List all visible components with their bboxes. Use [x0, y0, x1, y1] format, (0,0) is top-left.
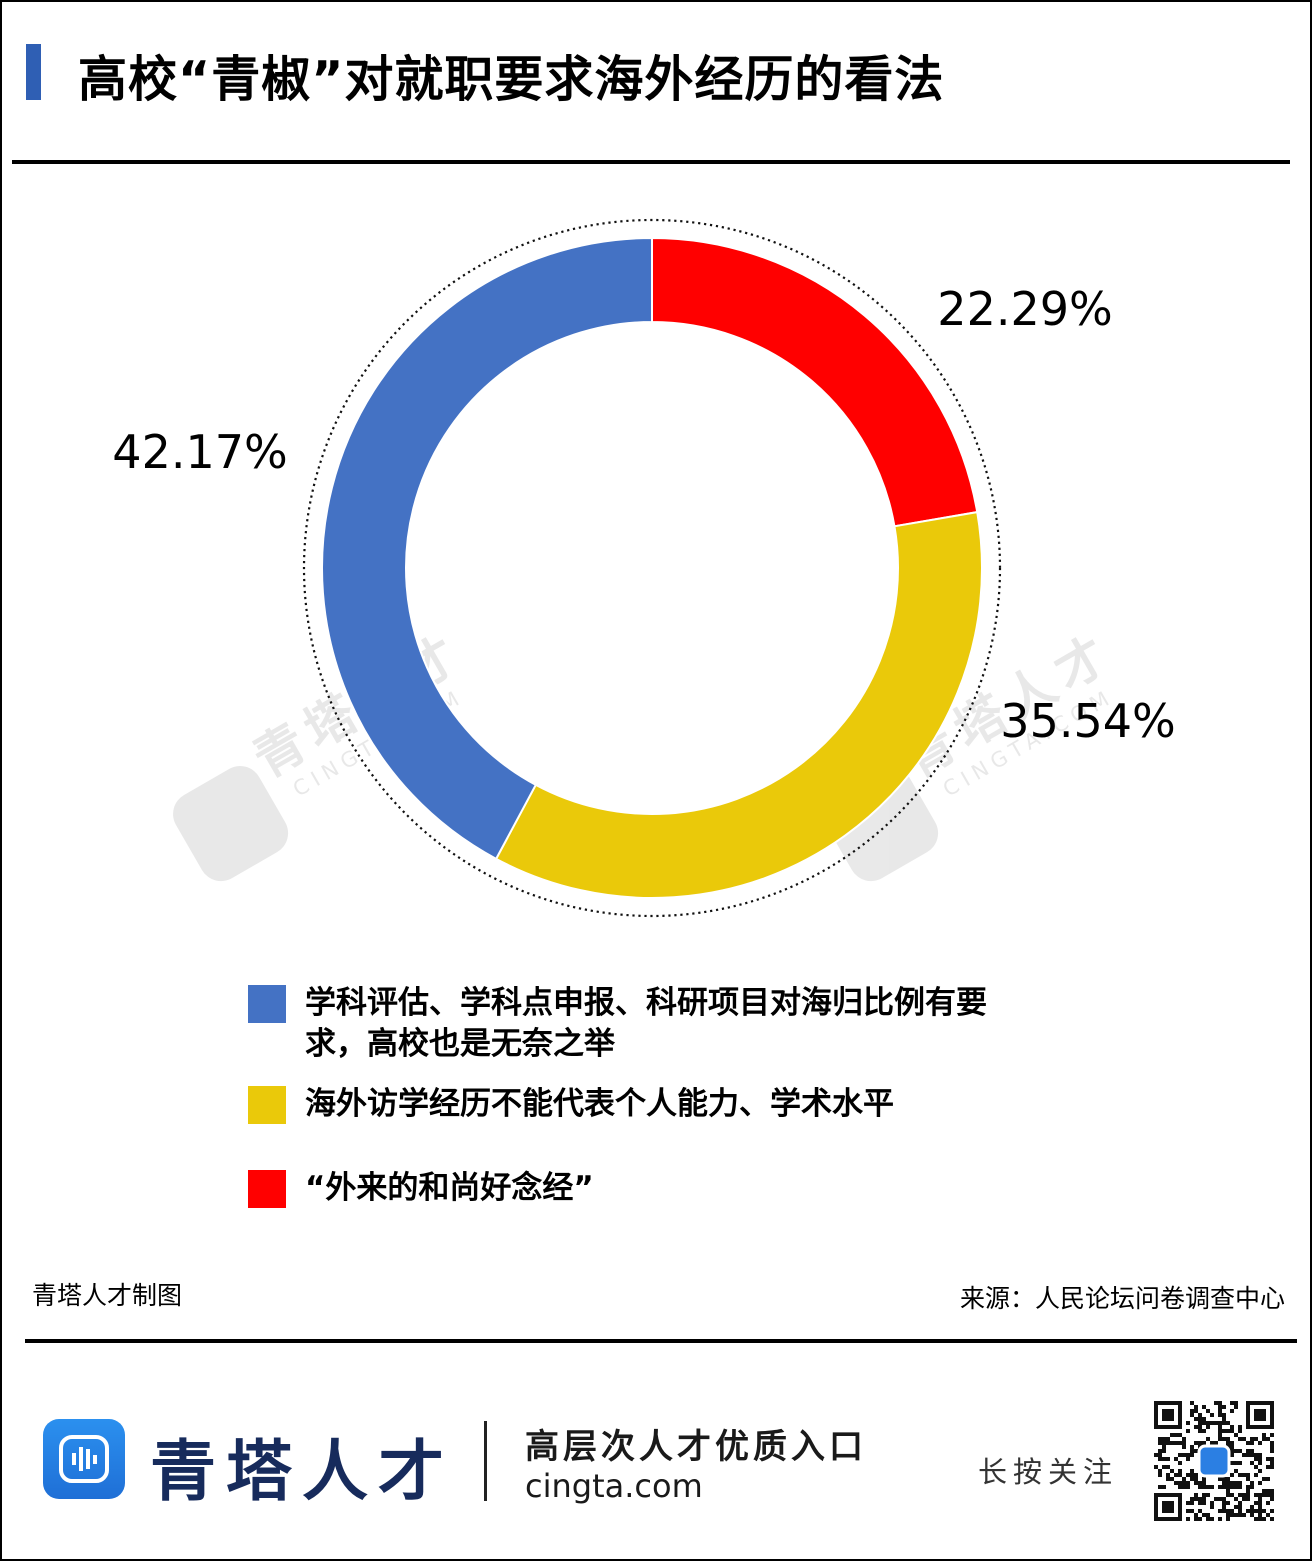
legend-label: “外来的和尚好念经” — [305, 1170, 594, 1206]
footer-slogan: 高层次人才优质入口 — [525, 1427, 867, 1467]
legend-label: 学科评估、学科点申报、科研项目对海归比例有要求，高校也是无奈之举 — [305, 985, 987, 1062]
donut-slice — [651, 236, 979, 528]
legend-swatch — [248, 985, 286, 1023]
title-accent-bar — [26, 44, 41, 100]
title-divider — [12, 160, 1290, 164]
legend-swatch — [248, 1086, 286, 1124]
follow-prompt: 长按关注 — [978, 1455, 1119, 1489]
legend-item: 学科评估、学科点申报、科研项目对海归比例有要求，高校也是无奈之举 — [248, 985, 1025, 1065]
footer-separator — [484, 1421, 487, 1501]
legend-swatch — [248, 1170, 286, 1208]
qr-code-icon[interactable] — [1152, 1401, 1276, 1521]
legend-item: 海外访学经历不能代表个人能力、学术水平 — [248, 1086, 1025, 1125]
chart-credit: 青塔人才制图 — [32, 1281, 183, 1310]
slice-value-label: 42.17% — [112, 425, 287, 479]
donut-slice — [494, 510, 983, 899]
legend-item: “外来的和尚好念经” — [248, 1170, 1025, 1209]
slice-value-label: 22.29% — [937, 282, 1112, 336]
slice-value-label: 35.54% — [1000, 694, 1175, 748]
footer-brand: 青塔人才 — [150, 1432, 454, 1510]
legend-label: 海外访学经历不能代表个人能力、学术水平 — [305, 1086, 894, 1122]
donut-chart: 22.29% 35.54% 42.17% — [112, 218, 1176, 918]
donut-slice — [321, 236, 653, 861]
footer-url[interactable]: cingta.com — [525, 1467, 703, 1505]
cingta-logo-icon — [43, 1419, 125, 1499]
page-title: 高校“青椒”对就职要求海外经历的看法 — [78, 51, 945, 108]
data-source: 来源：人民论坛问卷调查中心 — [959, 1284, 1285, 1313]
outer-dotted-ring — [302, 218, 1002, 918]
footer-divider — [25, 1339, 1297, 1343]
